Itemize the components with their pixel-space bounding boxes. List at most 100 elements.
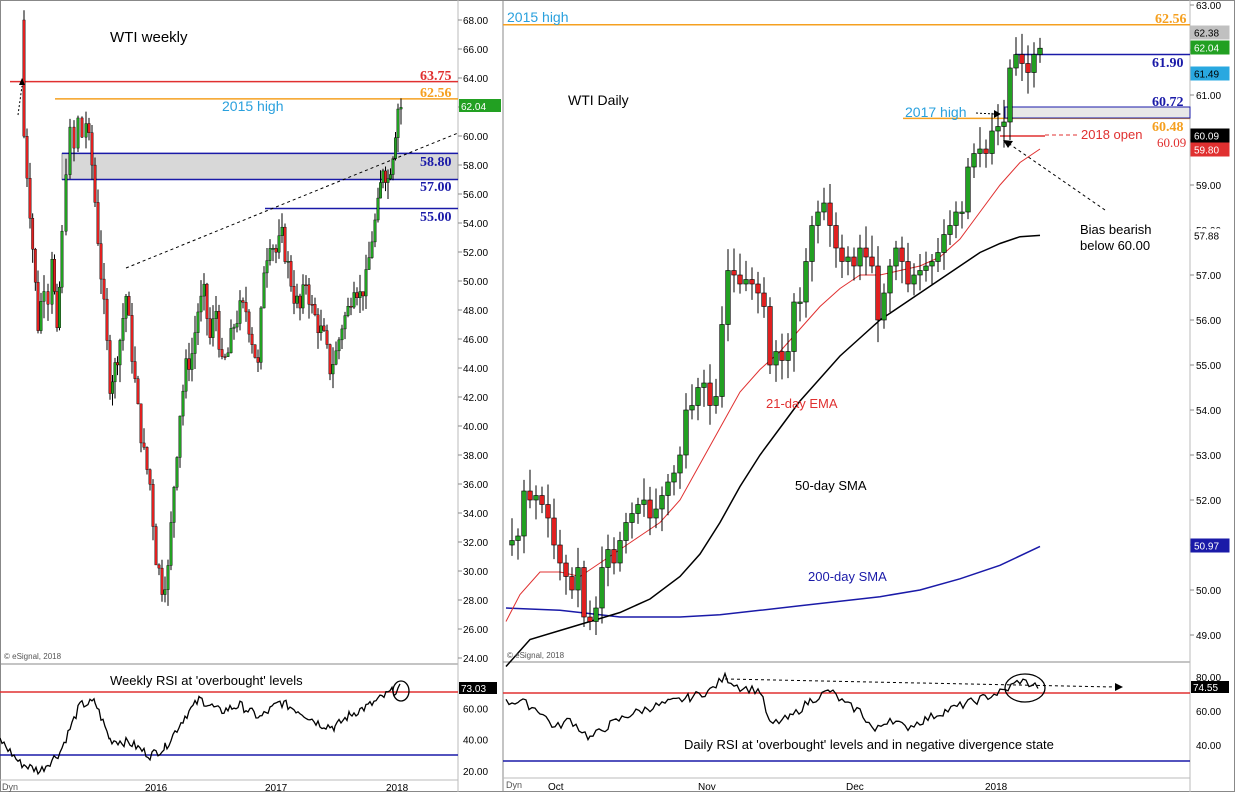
weekly-tick-label: 24.00 (463, 654, 488, 665)
daily-candle-body (749, 279, 755, 285)
daily-candle-body (527, 490, 533, 501)
weekly-candle-body (229, 328, 233, 354)
weekly-rsi-badge-text: 73.03 (461, 684, 486, 695)
weekly-tick-label: 64.00 (463, 74, 488, 85)
daily-candle-body (515, 535, 521, 541)
weekly-candle-body (196, 311, 200, 333)
weekly-candle-body (247, 311, 251, 335)
weekly-candle-body (151, 484, 155, 527)
weekly-candle-body (163, 589, 167, 595)
weekly-candle-body (105, 298, 109, 341)
daily-candle-body (773, 351, 779, 366)
daily-price-badge (1190, 40, 1230, 55)
weekly-candle-body (295, 295, 299, 304)
weekly-candle-body (343, 315, 347, 330)
daily-candle-body (1013, 54, 1019, 69)
weekly-candle-body (50, 259, 54, 305)
weekly-candle-body (99, 243, 103, 280)
weekly-candle-body (142, 442, 146, 448)
daily-candle-body (695, 387, 701, 406)
daily-candle-body (671, 472, 677, 483)
daily-candle-body (959, 211, 965, 214)
daily-candle-body (593, 607, 599, 622)
weekly-candle-body (217, 311, 221, 350)
weekly-tick-label: 34.00 (463, 509, 488, 520)
weekly-candle-body (205, 283, 209, 319)
daily-candle-body (731, 270, 737, 276)
daily-candle-body (821, 202, 827, 213)
weekly-candle-body (116, 362, 119, 366)
daily-candle-body (1037, 47, 1043, 55)
daily-bias-line2: below 60.00 (1080, 238, 1150, 253)
daily-candle-body (941, 234, 947, 253)
weekly-candle-body (133, 361, 137, 379)
daily-source: © eSignal, 2018 (507, 651, 565, 660)
weekly-candle-body (154, 526, 158, 566)
daily-bias-line1: Bias bearish (1080, 222, 1152, 237)
weekly-tick-label: 36.00 (463, 480, 488, 491)
daily-candle-body (875, 265, 881, 321)
daily-candle-body (893, 247, 899, 267)
daily-candle-body (857, 247, 863, 267)
weekly-candle-body (337, 339, 341, 352)
daily-candle-body (587, 616, 593, 622)
daily-candle-body (725, 270, 731, 325)
daily-candle-body (791, 301, 797, 352)
daily-candle-body (935, 252, 941, 262)
weekly-candle-body (193, 332, 197, 354)
daily-candle-body (617, 540, 623, 564)
weekly-candle-body (223, 356, 227, 358)
daily-price-badge (1190, 66, 1230, 81)
daily-price-badge-text: 62.04 (1194, 44, 1219, 55)
daily-candle-body (611, 549, 617, 564)
daily-candle-body (1019, 54, 1025, 64)
daily-candle-body (647, 499, 653, 519)
daily-candle-body (533, 495, 539, 501)
weekly-level-58-80: 58.80 (420, 155, 452, 170)
daily-candle-body (911, 274, 917, 285)
weekly-candle-body (211, 318, 215, 338)
weekly-candle-body (340, 328, 344, 341)
weekly-candle-body (184, 358, 188, 392)
daily-candle-body (707, 382, 713, 406)
weekly-tick-label: 46.00 (463, 335, 488, 346)
daily-candle-body (851, 256, 857, 267)
weekly-candle-body (121, 318, 125, 341)
weekly-candle-body (113, 362, 117, 383)
weekly-candle-body (53, 259, 56, 292)
daily-candle-body (881, 292, 887, 321)
daily-candle-body (569, 576, 575, 591)
daily-candle-body (899, 247, 905, 262)
daily-rsi-badge (1191, 681, 1229, 693)
daily-21-ema-line (505, 148, 1041, 622)
daily-candle-body (833, 225, 839, 249)
weekly-candle-body (214, 311, 218, 319)
daily-candle-body (521, 490, 527, 537)
weekly-candle-body (136, 378, 140, 405)
daily-candle-body (797, 301, 803, 304)
daily-tick-label: 50.00 (1196, 586, 1221, 597)
daily-title: WTI Daily (568, 92, 629, 108)
weekly-tick-label: 40.00 (463, 422, 488, 433)
weekly-candle-body (118, 340, 122, 366)
weekly-candle-body (244, 302, 248, 313)
weekly-candle-body (334, 350, 338, 365)
daily-tick-label: 57.00 (1196, 271, 1221, 282)
daily-rsi-circle (1004, 673, 1046, 703)
daily-candle-body (581, 567, 587, 618)
weekly-tick-label: 42.00 (463, 393, 488, 404)
daily-candle-body (965, 166, 971, 213)
weekly-dyn-label: Dyn (2, 782, 18, 792)
daily-ema-label: 21-day EMA (766, 396, 838, 411)
weekly-candle-body (259, 307, 263, 363)
daily-candle-body (1007, 67, 1013, 123)
weekly-candle-body (181, 390, 185, 417)
daily-candle-body (923, 265, 929, 271)
weekly-candle-body (384, 170, 387, 183)
daily-time-nov: Nov (698, 782, 716, 792)
weekly-tick-label: 26.00 (463, 625, 488, 636)
daily-2018-open-label: 2018 open (1081, 127, 1142, 142)
daily-candle-body (689, 405, 695, 411)
weekly-time-2017: 2017 (265, 783, 288, 792)
